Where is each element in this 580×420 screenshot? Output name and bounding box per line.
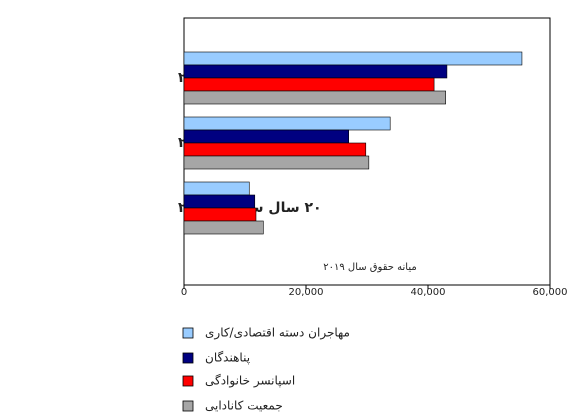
legend-swatch [182, 327, 194, 339]
bar [183, 77, 435, 92]
x-tick-label: 0 [181, 287, 187, 298]
legend-swatch [182, 352, 194, 364]
bar [183, 220, 264, 235]
x-axis-title: میانه حقوق سال ۲۰۱۹ [323, 262, 416, 273]
x-tick-label: 60,000 [533, 287, 568, 298]
bar [183, 194, 256, 209]
bar [183, 51, 523, 66]
legend-swatch [182, 400, 194, 412]
bar [183, 64, 448, 79]
legend-label: مهاجران دسته اقتصادی/کاری [205, 326, 350, 341]
legend-label: پناهندگان [205, 351, 250, 365]
legend-label: اسپانسر خانوادگی [205, 374, 295, 389]
bar [183, 90, 446, 105]
legend-label: جمعیت کانادایی [205, 399, 283, 413]
bar [183, 129, 349, 144]
x-tick-label: 40,000 [411, 287, 446, 298]
x-tick-label: 20,000 [289, 287, 324, 298]
bar [183, 155, 370, 170]
bar [183, 116, 391, 131]
bar [183, 207, 257, 222]
bar [183, 181, 250, 196]
bar [183, 142, 367, 157]
legend-swatch [182, 375, 194, 387]
